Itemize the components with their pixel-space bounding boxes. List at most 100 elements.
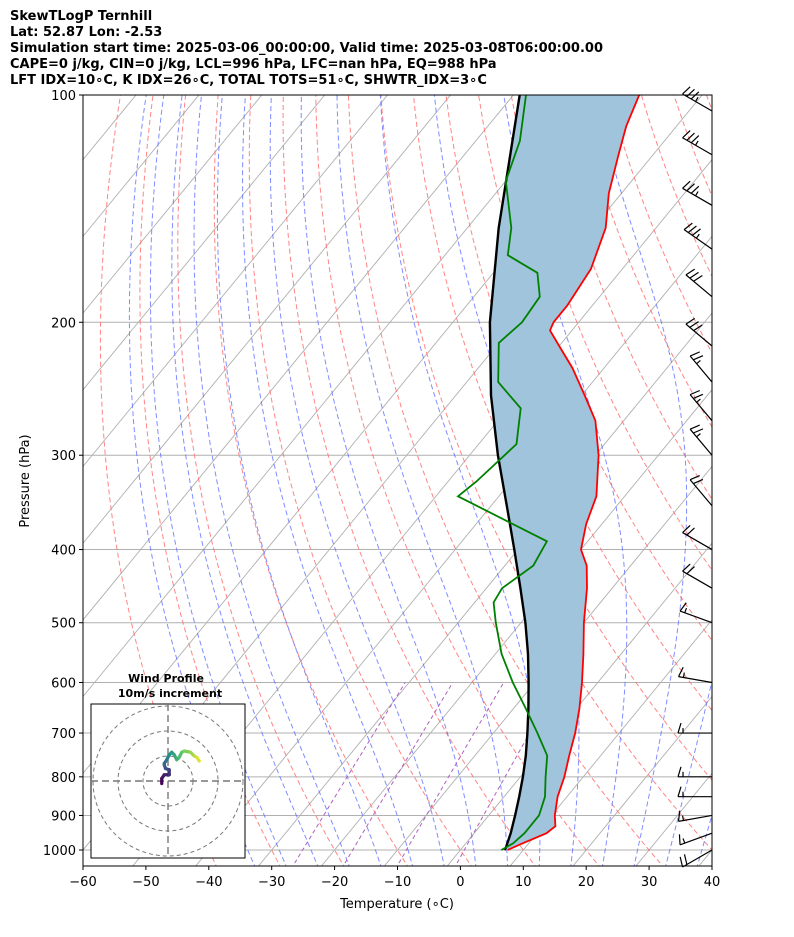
- isotherm-line: [698, 849, 712, 866]
- wind-barb-staff: [682, 137, 713, 156]
- wind-barb-halfflag: [684, 607, 688, 614]
- mixing-ratio-line: [292, 682, 406, 866]
- dry-adiabat-line: [315, 95, 600, 866]
- hodograph-plot: [91, 704, 245, 858]
- moist-adiabat-line: [503, 95, 628, 866]
- dry-adiabat-line: [139, 95, 281, 866]
- wind-barb-flag: [679, 602, 687, 612]
- x-tick-label: 10: [515, 875, 532, 890]
- isotherm-line: [83, 95, 326, 391]
- wind-barb-halfflag: [681, 815, 685, 821]
- mixing-ratio-line: [342, 682, 454, 866]
- wind-barb-flag: [693, 355, 704, 361]
- wind-barb-flag: [689, 475, 700, 481]
- wind-barb-flag: [687, 225, 697, 233]
- dry-adiabat-line: [608, 95, 712, 354]
- moist-adiabat-line: [216, 95, 382, 866]
- wind-barb: [689, 351, 713, 383]
- moist-adiabat-line: [665, 678, 712, 866]
- x-axis-label: Temperature (∘C): [339, 897, 454, 912]
- wind-barb-flag: [686, 88, 695, 97]
- hodograph-subtitle: 10m/s increment: [118, 687, 222, 700]
- wind-barb-flag: [682, 130, 691, 139]
- moist-adiabat-line: [193, 95, 350, 866]
- dry-adiabat-line: [733, 78, 794, 869]
- wind-barb: [685, 317, 713, 347]
- wind-barb: [679, 602, 713, 624]
- wind-barb-staff: [679, 832, 713, 846]
- wind-barb-halfflag: [696, 433, 701, 438]
- cape-shaded-area: [489, 95, 640, 850]
- wind-barb-flag: [677, 810, 681, 822]
- wind-barb-flag: [682, 86, 691, 95]
- y-axis-label: Pressure (hPa): [18, 434, 33, 527]
- wind-barb-staff: [682, 532, 713, 551]
- wind-barb-flag: [682, 180, 691, 189]
- dry-adiabat-line: [510, 95, 712, 572]
- wind-barb: [689, 475, 713, 507]
- wind-barb-flag: [690, 185, 700, 194]
- dewpoint-line: [456, 95, 549, 851]
- isotherm-line: [83, 95, 263, 314]
- wind-barb-flag: [682, 563, 691, 572]
- wind-barb: [682, 563, 713, 589]
- dry-adiabat-line: [673, 95, 712, 198]
- wind-barb-staff: [679, 610, 713, 624]
- isotherm-line: [83, 95, 577, 698]
- moist-adiabat-line: [269, 95, 445, 866]
- wind-barb-flag: [677, 786, 682, 797]
- wind-barb-staff: [678, 814, 713, 822]
- wind-barb: [677, 766, 712, 778]
- wind-barb-flag: [683, 854, 688, 865]
- wind-barb-staff: [682, 570, 713, 589]
- wind-barb-flag: [693, 393, 704, 400]
- wind-barb-flag: [685, 317, 696, 325]
- dry-adiabat-line: [380, 95, 712, 851]
- wind-barb-staff: [689, 428, 713, 456]
- wind-barb: [689, 389, 713, 422]
- wind-barb-flag: [678, 834, 681, 845]
- wind-barb: [682, 130, 713, 156]
- wind-barb-halfflag: [682, 672, 685, 678]
- wind-barb: [682, 86, 713, 112]
- dry-adiabat-line: [765, 78, 794, 869]
- chart-header: SkewTLogP Ternhill Lat: 52.87 Lon: -2.53…: [10, 9, 603, 89]
- isotherm-line: [759, 78, 794, 869]
- wind-barb-flag: [690, 91, 700, 100]
- dry-adiabat-line: [248, 95, 473, 866]
- moist-adiabat-line: [171, 95, 319, 866]
- wind-barb-flag: [679, 856, 684, 868]
- isotherm-line: [195, 235, 712, 866]
- isotherm-line: [83, 95, 514, 621]
- wind-barb-staff: [682, 849, 713, 868]
- wind-barb: [683, 222, 713, 250]
- moist-adiabat-line: [379, 95, 541, 866]
- wind-barb-flag: [682, 524, 691, 533]
- wind-barb-flag: [693, 324, 703, 332]
- isotherm-line: [320, 389, 712, 866]
- wind-barb-staff: [683, 229, 713, 250]
- moist-adiabat-line: [300, 95, 477, 866]
- wind-barb: [677, 667, 713, 684]
- dry-adiabat-line: [177, 95, 345, 866]
- isotherm-line: [83, 95, 389, 468]
- hodograph-trace-segment: [195, 755, 201, 763]
- wind-barb: [677, 786, 712, 798]
- moist-adiabat-line: [149, 95, 287, 866]
- wind-barb-flag: [683, 222, 693, 231]
- wind-barb-staff: [689, 479, 713, 507]
- moist-adiabat-line: [594, 95, 688, 866]
- profile-traces: [456, 95, 641, 851]
- y-tick-label: 600: [51, 677, 76, 692]
- dry-adiabat-line: [213, 95, 409, 866]
- wind-barb-flag: [690, 135, 700, 144]
- station-location: Lat: 52.87 Lon: -2.53: [10, 25, 163, 40]
- hodograph-title: Wind Profile: [128, 672, 204, 685]
- wind-barb-halfflag: [695, 233, 700, 239]
- parcel-path-line: [488, 95, 530, 851]
- wind-barb: [677, 722, 712, 734]
- wind-barb: [689, 424, 713, 456]
- wind-barb-flag: [686, 527, 695, 536]
- isotherm-line: [509, 619, 712, 866]
